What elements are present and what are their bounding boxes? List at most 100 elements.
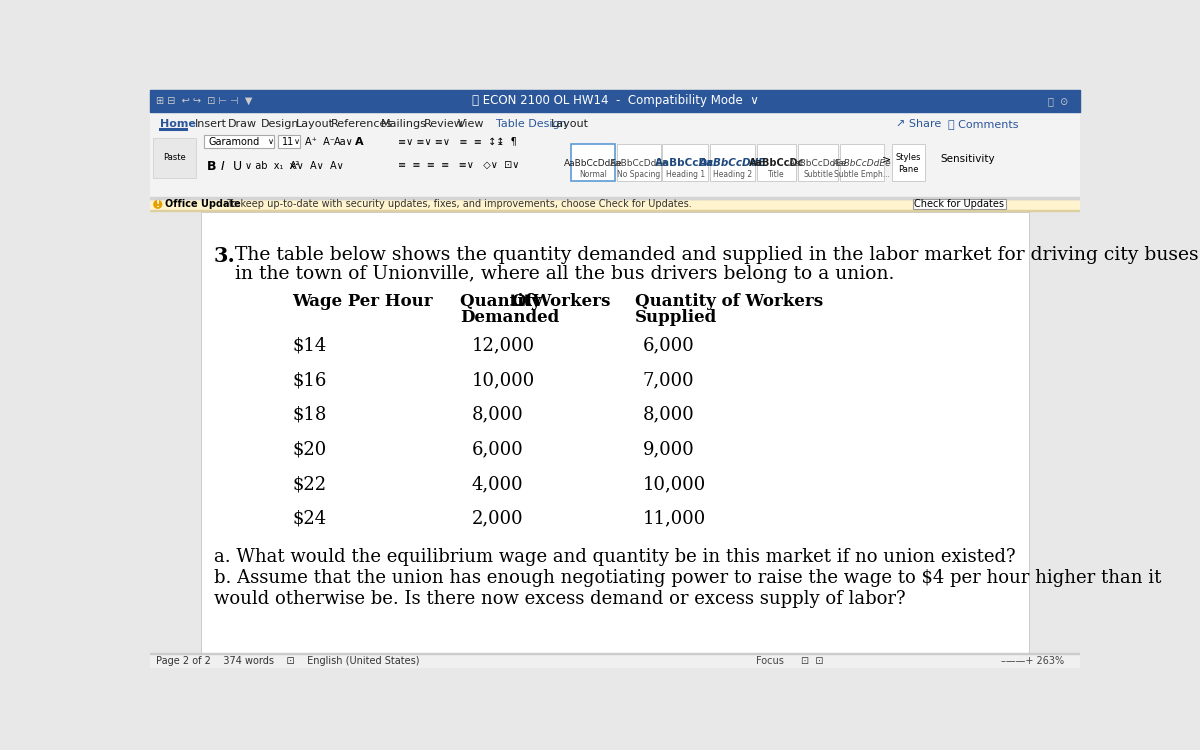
Text: $24: $24 [293, 510, 326, 528]
Text: Sensitivity: Sensitivity [941, 154, 995, 164]
Text: Garamond: Garamond [209, 136, 260, 146]
Text: Supplied: Supplied [635, 309, 718, 326]
Text: Layout: Layout [295, 119, 334, 129]
Text: 9,000: 9,000 [643, 440, 695, 458]
Text: Heading 2: Heading 2 [713, 170, 752, 179]
Text: Normal: Normal [578, 170, 607, 179]
Text: AaBbCcDdEe: AaBbCcDdEe [788, 159, 847, 168]
Bar [150, 112, 1080, 198]
Bar [154, 138, 196, 178]
Text: Insert: Insert [194, 119, 227, 129]
Bar [150, 654, 1080, 668]
Text: Focus: Focus [756, 656, 784, 665]
Text: 3.: 3. [214, 245, 235, 266]
Text: $22: $22 [293, 475, 326, 493]
Text: ∨: ∨ [268, 137, 274, 146]
Text: 🔍  ⊙: 🔍 ⊙ [1048, 96, 1068, 106]
Bar [150, 653, 1080, 654]
Bar [150, 197, 1080, 199]
Text: 8,000: 8,000 [643, 406, 695, 424]
Text: AaBbCcDdEe: AaBbCcDdEe [833, 159, 892, 168]
Text: Design: Design [260, 119, 299, 129]
Text: ∨: ∨ [294, 137, 300, 146]
Text: would otherwise be. Is there now excess demand or excess supply of labor?: would otherwise be. Is there now excess … [214, 590, 905, 608]
Text: No Spacing: No Spacing [618, 170, 661, 179]
Text: B: B [206, 160, 216, 172]
Text: ↗ Share: ↗ Share [896, 119, 942, 129]
Text: AaBbCcDc: AaBbCcDc [749, 158, 804, 168]
Text: –——+ 263%: –——+ 263% [1001, 656, 1064, 665]
Text: Quantity of Workers: Quantity of Workers [635, 293, 823, 310]
Text: ≡∨ ≡∨ ≡∨   ≡  ≡  ↕↨  ¶: ≡∨ ≡∨ ≡∨ ≡ ≡ ↕↨ ¶ [398, 136, 517, 146]
Text: 11,000: 11,000 [643, 510, 706, 528]
Text: Review: Review [424, 119, 463, 129]
Bar [840, 144, 884, 181]
Text: 💬 Comments: 💬 Comments [948, 119, 1019, 129]
Text: U: U [233, 160, 242, 172]
Text: 8,000: 8,000 [472, 406, 523, 424]
Bar [893, 144, 925, 181]
Text: Wage Per Hour: Wage Per Hour [293, 293, 433, 310]
Text: AaBbCcDc: AaBbCcDc [655, 158, 715, 168]
Text: !: ! [156, 200, 160, 208]
Text: View: View [457, 119, 484, 129]
Bar [757, 144, 797, 181]
Text: Home: Home [160, 119, 196, 129]
Text: in the town of Unionville, where all the bus drivers belong to a union.: in the town of Unionville, where all the… [235, 265, 895, 283]
Text: 6,000: 6,000 [643, 337, 695, 355]
Text: Mailings: Mailings [380, 119, 427, 129]
Text: Workers: Workers [527, 293, 610, 310]
Text: 7,000: 7,000 [643, 371, 695, 389]
Text: AaBbCcDdEe: AaBbCcDdEe [610, 159, 668, 168]
Text: AaBbCcDdEe: AaBbCcDdEe [564, 159, 623, 168]
Bar [150, 198, 1080, 200]
Text: 11: 11 [282, 136, 294, 146]
Text: Paste: Paste [163, 153, 186, 162]
Text: Office Update: Office Update [164, 200, 240, 209]
Text: 10,000: 10,000 [472, 371, 535, 389]
Text: a. What would the equilibrium wage and quantity be in this market if no union ex: a. What would the equilibrium wage and q… [214, 548, 1015, 566]
Text: ⎘ ECON 2100 OL HW14  -  Compatibility Mode  ∨: ⎘ ECON 2100 OL HW14 - Compatibility Mode… [472, 94, 758, 107]
Bar [204, 136, 274, 148]
Text: ∨ ab  x₁  x²: ∨ ab x₁ x² [245, 161, 299, 171]
Bar [662, 144, 708, 181]
Bar [913, 200, 1006, 209]
Text: ⊞ ⊟  ↩ ↪  ⊡ ⊢ ⊣  ▼: ⊞ ⊟ ↩ ↪ ⊡ ⊢ ⊣ ▼ [156, 96, 252, 106]
Text: References: References [330, 119, 392, 129]
Bar [150, 210, 1080, 211]
Text: 2,000: 2,000 [472, 510, 523, 528]
Text: b. Assume that the union has enough negotiating power to raise the wage to $4 pe: b. Assume that the union has enough nego… [214, 569, 1160, 587]
Text: I: I [221, 160, 224, 172]
Text: Of: Of [511, 293, 533, 310]
Bar [150, 199, 1080, 210]
Bar [278, 136, 300, 148]
Text: Draw: Draw [228, 119, 257, 129]
Text: Table Design: Table Design [497, 119, 568, 129]
Text: $14: $14 [293, 337, 326, 355]
Text: Heading 1: Heading 1 [666, 170, 704, 179]
Text: A∨  A∨  A∨: A∨ A∨ A∨ [289, 161, 343, 171]
Circle shape [154, 200, 162, 208]
Bar [571, 144, 616, 181]
Text: Layout: Layout [551, 119, 589, 129]
Text: $18: $18 [293, 406, 326, 424]
Text: 4,000: 4,000 [472, 475, 523, 493]
Text: Quantity: Quantity [460, 293, 547, 310]
Text: A: A [355, 136, 364, 146]
Text: ≡  ≡  ≡  ≡   ≡∨   ◇∨  ⊡∨: ≡ ≡ ≡ ≡ ≡∨ ◇∨ ⊡∨ [398, 161, 520, 171]
Text: Title: Title [768, 170, 785, 179]
Text: 12,000: 12,000 [472, 337, 535, 355]
Bar [798, 144, 838, 181]
Text: Page 2 of 2    374 words    ⊡    English (United States): Page 2 of 2 374 words ⊡ English (United … [156, 656, 420, 665]
Bar [202, 211, 1028, 654]
Bar [617, 144, 661, 181]
Text: ⊡  ⊡: ⊡ ⊡ [802, 656, 823, 665]
Text: Aa∨: Aa∨ [334, 136, 354, 146]
Text: Check for Updates: Check for Updates [914, 200, 1004, 209]
Bar [709, 144, 755, 181]
Text: AaBbCcDdE: AaBbCcDdE [698, 158, 766, 168]
Text: To keep up-to-date with security updates, fixes, and improvements, choose Check : To keep up-to-date with security updates… [221, 200, 692, 209]
Text: Demanded: Demanded [460, 309, 559, 326]
Text: Subtitle: Subtitle [803, 170, 833, 179]
Text: A⁺  A⁻: A⁺ A⁻ [305, 136, 335, 146]
